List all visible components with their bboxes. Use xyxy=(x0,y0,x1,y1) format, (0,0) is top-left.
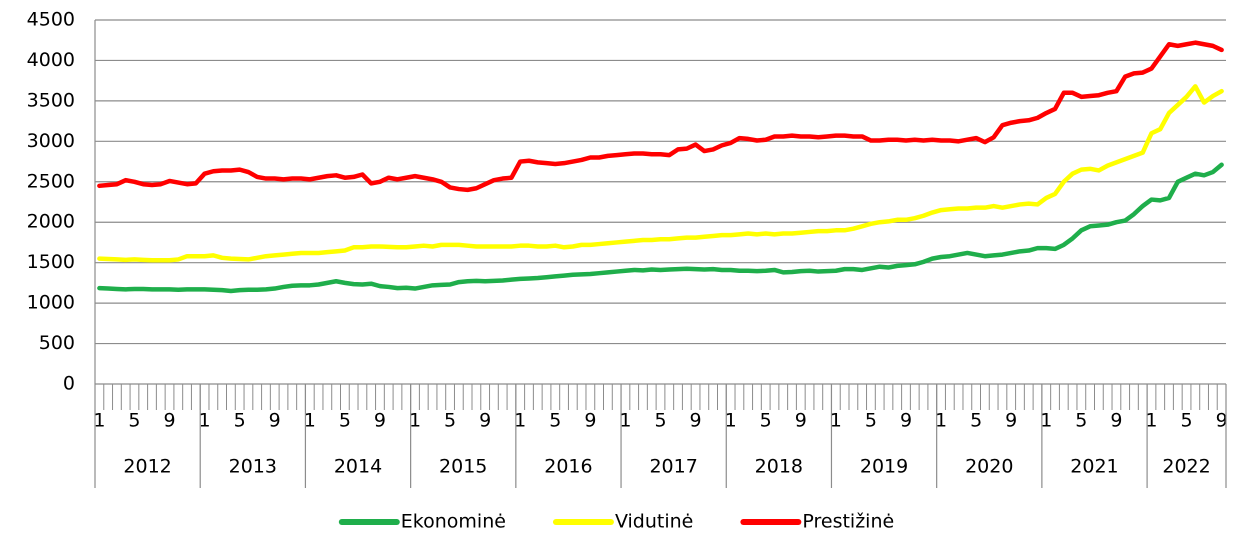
x-tick-label: 5 xyxy=(970,410,982,432)
x-group-label: 2022 xyxy=(1162,456,1210,478)
y-tick-label: 2500 xyxy=(27,170,75,192)
y-tick-label: 2000 xyxy=(27,211,75,233)
x-tick-label: 5 xyxy=(1180,410,1192,432)
legend-label: Prestižinė xyxy=(802,511,894,533)
x-tick-label: 1 xyxy=(409,410,421,432)
x-tick-label: 1 xyxy=(830,410,842,432)
x-tick-label: 1 xyxy=(619,410,631,432)
x-tick-label: 9 xyxy=(690,410,702,432)
x-group-label: 2017 xyxy=(649,456,697,478)
x-tick-label: 9 xyxy=(374,410,386,432)
x-tick-label: 1 xyxy=(1040,410,1052,432)
x-group-label: 2019 xyxy=(860,456,908,478)
x-tick-label: 9 xyxy=(1110,410,1122,432)
x-tick-label: 5 xyxy=(865,410,877,432)
x-tick-label: 9 xyxy=(900,410,912,432)
x-tick-label: 1 xyxy=(199,410,211,432)
y-tick-label: 4000 xyxy=(27,49,75,71)
series-line xyxy=(97,84,1224,263)
y-tick-label: 1500 xyxy=(27,251,75,273)
x-group-label: 2016 xyxy=(544,456,592,478)
series-line xyxy=(97,162,1224,294)
x-tick-label: 1 xyxy=(935,410,947,432)
y-tick-label: 500 xyxy=(39,332,75,354)
x-group-label: 2018 xyxy=(755,456,803,478)
x-tick-label: 1 xyxy=(304,410,316,432)
x-group-label: 2021 xyxy=(1070,456,1118,478)
x-tick-label: 5 xyxy=(444,410,456,432)
x-tick-label: 1 xyxy=(1145,410,1157,432)
x-tick-label: 5 xyxy=(339,410,351,432)
legend-label: Ekonominė xyxy=(401,511,506,533)
x-tick-label: 9 xyxy=(1005,410,1017,432)
x-tick-label: 5 xyxy=(760,410,772,432)
x-tick-label: 9 xyxy=(479,410,491,432)
x-group-label: 2014 xyxy=(334,456,382,478)
x-tick-label: 9 xyxy=(1216,410,1228,432)
y-tick-label: 4500 xyxy=(27,9,75,31)
x-tick-label: 5 xyxy=(654,410,666,432)
x-group-label: 2012 xyxy=(123,456,171,478)
x-tick-label: 1 xyxy=(514,410,526,432)
series-line xyxy=(97,40,1224,193)
y-tick-label: 0 xyxy=(63,373,75,395)
y-tick-label: 1000 xyxy=(27,292,75,314)
x-tick-label: 9 xyxy=(795,410,807,432)
y-tick-label: 3000 xyxy=(27,130,75,152)
x-tick-label: 1 xyxy=(93,410,105,432)
x-tick-label: 5 xyxy=(234,410,246,432)
x-tick-label: 9 xyxy=(163,410,175,432)
x-group-label: 2013 xyxy=(229,456,277,478)
x-tick-label: 5 xyxy=(128,410,140,432)
x-tick-label: 1 xyxy=(725,410,737,432)
x-tick-label: 9 xyxy=(269,410,281,432)
x-group-label: 2020 xyxy=(965,456,1013,478)
x-tick-label: 5 xyxy=(549,410,561,432)
legend-label: Vidutinė xyxy=(615,511,693,533)
x-tick-label: 9 xyxy=(584,410,596,432)
x-tick-label: 5 xyxy=(1075,410,1087,432)
x-group-label: 2015 xyxy=(439,456,487,478)
y-tick-label: 3500 xyxy=(27,89,75,111)
